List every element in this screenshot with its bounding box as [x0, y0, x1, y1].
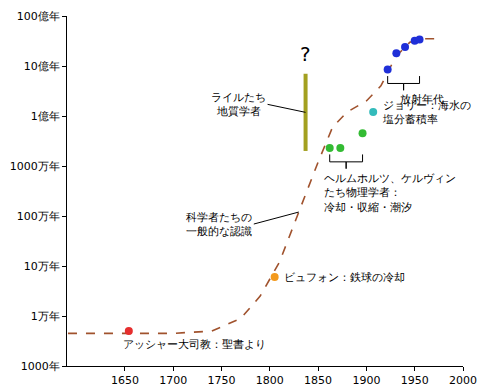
- svg-text:10万年: 10万年: [24, 260, 60, 273]
- svg-text:?: ?: [300, 42, 311, 66]
- svg-text:1000万年: 1000万年: [10, 160, 60, 173]
- svg-text:アッシャー大司教：聖書より: アッシャー大司教：聖書より: [123, 338, 266, 351]
- svg-text:1850: 1850: [304, 374, 332, 387]
- svg-text:1950: 1950: [401, 374, 429, 387]
- svg-text:科学者たちの一般的な認識: 科学者たちの一般的な認識: [186, 211, 252, 238]
- svg-text:1000年: 1000年: [21, 360, 60, 373]
- svg-text:1750: 1750: [208, 374, 236, 387]
- svg-text:10億年: 10億年: [24, 60, 60, 73]
- svg-text:100億年: 100億年: [17, 10, 60, 23]
- svg-text:100万年: 100万年: [17, 210, 60, 223]
- svg-text:1億年: 1億年: [31, 110, 60, 123]
- svg-text:1900: 1900: [352, 374, 380, 387]
- svg-text:ジョリー：海水の塩分蓄積率: ジョリー：海水の塩分蓄積率: [382, 99, 471, 126]
- svg-text:ビュフォン：鉄球の冷却: ビュフォン：鉄球の冷却: [284, 271, 405, 284]
- svg-text:1650: 1650: [111, 374, 139, 387]
- svg-text:2000: 2000: [449, 374, 477, 387]
- svg-text:放射年代: 放射年代: [400, 93, 444, 106]
- svg-text:1万年: 1万年: [31, 310, 60, 323]
- svg-text:1700: 1700: [159, 374, 187, 387]
- svg-text:ヘルムホルツ、ケルヴィンたち物理学者：冷却・収縮・潮汐: ヘルムホルツ、ケルヴィンたち物理学者：冷却・収縮・潮汐: [324, 172, 456, 214]
- svg-text:ライルたち地質学者: ライルたち地質学者: [211, 91, 266, 118]
- svg-text:1800: 1800: [256, 374, 284, 387]
